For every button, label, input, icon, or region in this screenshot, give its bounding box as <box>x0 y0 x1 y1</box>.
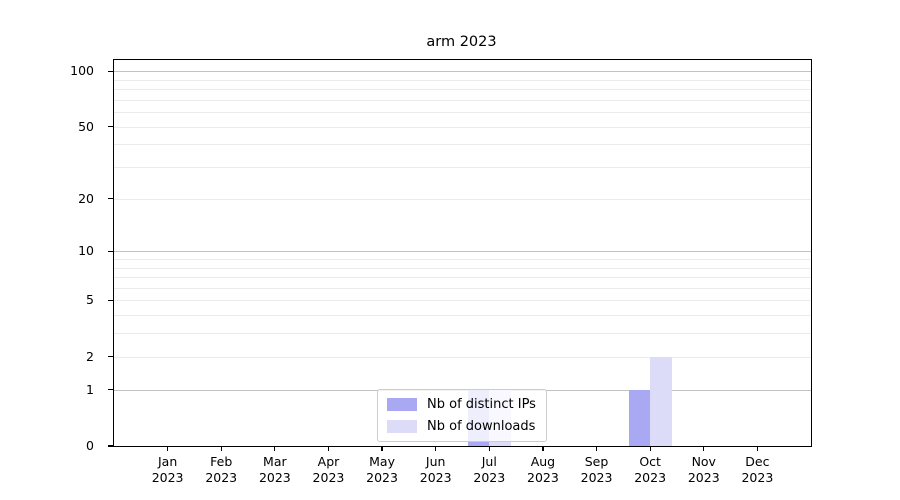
plot-area: Nb of distinct IPs Nb of downloads 0 1 2 5 1… <box>70 59 812 485</box>
gridline-minor <box>114 79 811 81</box>
gridline-major <box>114 251 811 253</box>
gridline-minor <box>114 356 811 358</box>
y-axis-tick-label: 100 <box>70 63 94 79</box>
gridline-minor <box>114 198 811 200</box>
gridline-minor <box>114 112 811 114</box>
x-axis-tick <box>756 446 758 451</box>
legend-label-distinct-ips: Nb of distinct IPs <box>427 397 536 412</box>
x-axis-tick <box>703 446 705 451</box>
x-axis-tick-label-jan: Jan 2023 <box>151 454 184 485</box>
y-axis-tick <box>108 250 113 252</box>
y-axis-tick-label: 50 <box>78 118 94 134</box>
x-axis-tick <box>167 446 169 451</box>
gridline-minor <box>114 315 811 317</box>
x-axis-tick-label-may: May 2023 <box>366 454 398 485</box>
x-axis-tick-label-mar: Mar 2023 <box>258 454 291 485</box>
x-axis-tick-label-oct: Oct 2023 <box>634 454 667 485</box>
gridline-minor <box>114 89 811 91</box>
y-axis-tick-label: 10 <box>78 243 94 259</box>
y-axis-tick <box>108 126 113 128</box>
y-axis-tick-label: 2 <box>86 348 94 364</box>
gridline-minor <box>114 287 811 289</box>
y-axis-tick <box>108 445 113 447</box>
x-axis-tick <box>435 446 437 451</box>
x-axis-tick-label-apr: Apr 2023 <box>312 454 345 485</box>
x-axis-tick <box>327 446 330 451</box>
gridline-minor <box>114 167 811 169</box>
x-axis-tick <box>274 446 276 451</box>
downloads-swatch-icon <box>387 420 417 433</box>
y-axis-tick-label: 20 <box>78 190 94 206</box>
y-axis-tick-label: 1 <box>86 381 94 397</box>
gridline-minor <box>114 99 811 101</box>
gridline-minor <box>114 277 811 279</box>
bar-downloads-oct <box>650 356 672 446</box>
gridline-minor <box>114 300 811 302</box>
x-axis-tick-label-nov: Nov 2023 <box>687 454 720 485</box>
gridline-minor <box>114 267 811 269</box>
x-axis-tick <box>220 446 222 451</box>
y-axis-tick <box>108 356 113 358</box>
legend: Nb of distinct IPs Nb of downloads <box>377 389 547 442</box>
gridline-major <box>114 71 811 73</box>
gridline-minor <box>114 259 811 260</box>
x-axis-tick <box>649 446 651 451</box>
y-axis-tick-label: 5 <box>86 292 94 308</box>
y-axis-tick-label: 0 <box>86 438 94 453</box>
y-axis-tick <box>108 299 113 302</box>
legend-item-downloads: Nb of downloads <box>387 419 536 434</box>
gridline-minor <box>114 126 811 128</box>
y-axis-tick <box>108 198 113 200</box>
distinct-ips-swatch-icon <box>387 398 417 411</box>
legend-label-downloads: Nb of downloads <box>427 419 536 434</box>
gridline-minor <box>114 144 811 146</box>
x-axis-tick-label-jul: Jul 2023 <box>473 454 506 485</box>
legend-item-distinct-ips: Nb of distinct IPs <box>387 397 536 412</box>
bar-distinct-ips-oct <box>628 389 651 446</box>
x-axis-tick-label-aug: Aug 2023 <box>527 454 559 485</box>
gridline-minor <box>114 333 811 335</box>
y-axis-tick <box>108 389 113 391</box>
x-axis-tick-label-dec: Dec 2023 <box>741 454 774 485</box>
x-axis-tick <box>381 446 383 451</box>
x-axis-tick-label-sep: Sep 2023 <box>580 454 613 485</box>
x-axis-tick <box>488 446 490 451</box>
x-axis-tick <box>595 446 598 451</box>
x-axis-tick-label-feb: Feb 2023 <box>205 454 238 485</box>
x-axis-tick-label-jun: Jun 2023 <box>419 454 452 485</box>
chart-title: arm 2023 <box>426 34 497 50</box>
y-axis-tick <box>108 70 113 72</box>
x-axis-tick <box>542 446 544 451</box>
